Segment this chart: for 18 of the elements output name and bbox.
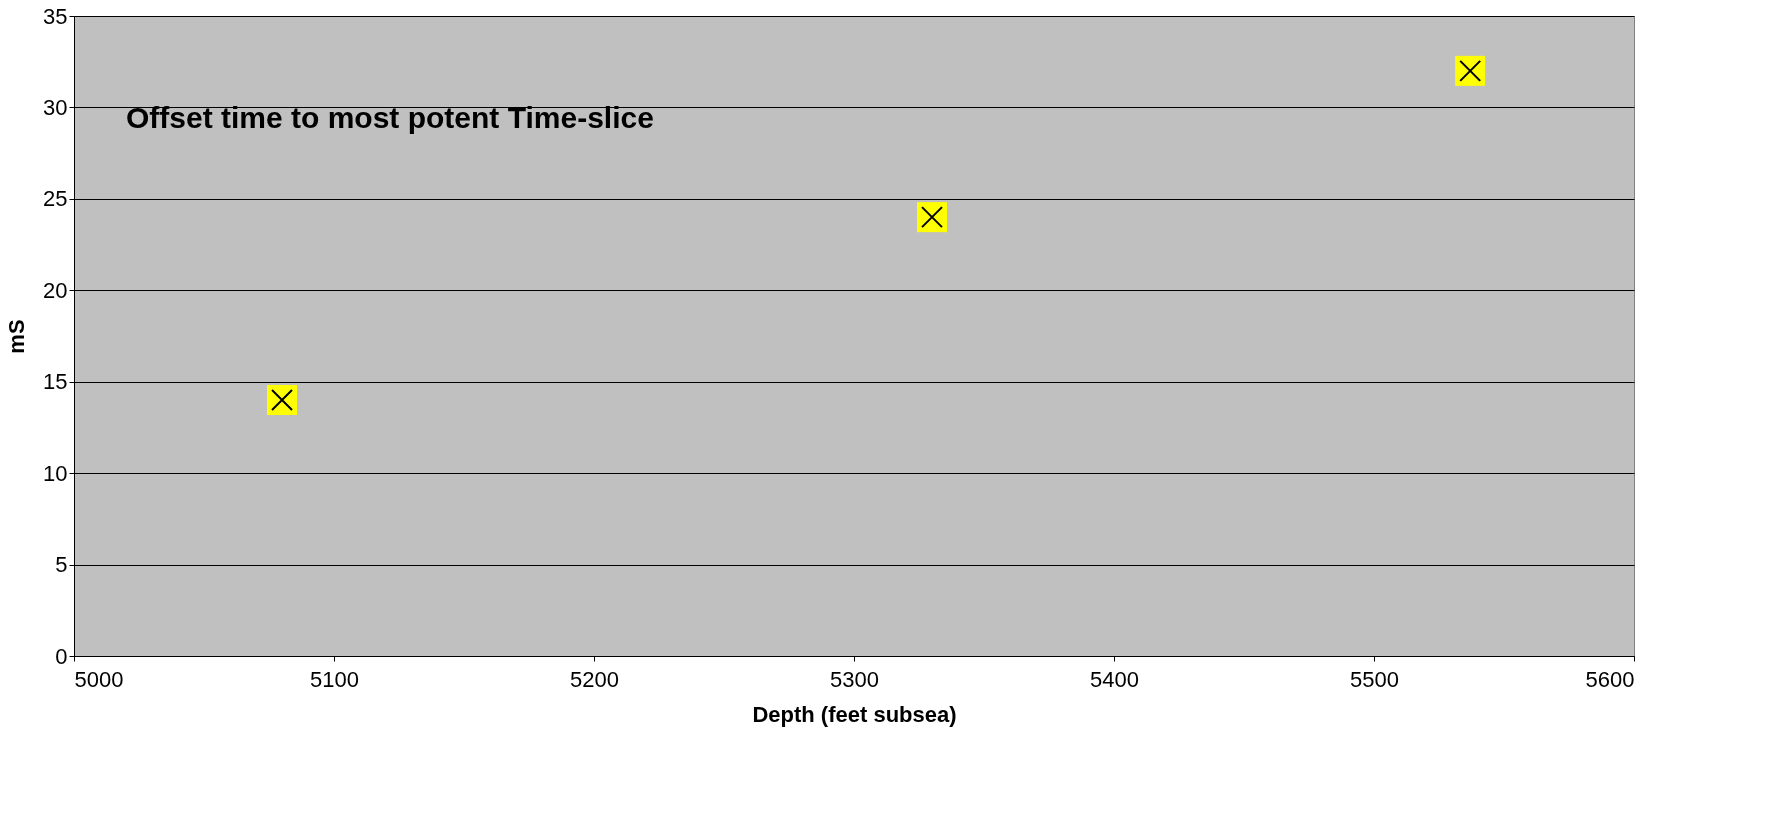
annotation: Offset time to most potent Time-slice (126, 101, 654, 134)
y-tick-label: 10 (43, 460, 68, 486)
x-tick-label: 5400 (1090, 666, 1139, 692)
y-tick-label: 30 (43, 94, 68, 120)
y-tick-label: 20 (43, 277, 68, 303)
y-tick-label: 15 (43, 369, 68, 395)
x-tick-label: 5000 (74, 666, 124, 692)
x-tick-label: 5600 (1585, 666, 1635, 692)
x-tick-label: 5500 (1350, 666, 1399, 692)
x-tick-label: 5300 (830, 666, 879, 692)
y-axis-title: mS (4, 319, 30, 354)
y-tick-label: 25 (43, 186, 68, 212)
y-tick-label: 0 (55, 643, 68, 669)
y-tick-label: 5 (55, 552, 68, 578)
x-axis-title: Depth (feet subsea) (752, 701, 957, 727)
x-tick-label: 5200 (570, 666, 619, 692)
x-tick-label: 5100 (310, 666, 359, 692)
y-tick-label: 35 (43, 3, 68, 29)
